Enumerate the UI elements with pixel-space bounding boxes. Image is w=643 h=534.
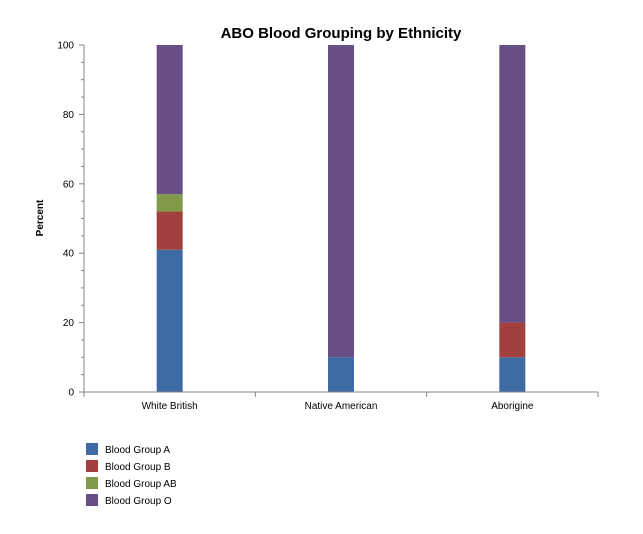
bar-segment bbox=[328, 45, 354, 358]
bar-segment bbox=[328, 357, 354, 392]
chart-title: ABO Blood Grouping by Ethnicity bbox=[221, 25, 462, 42]
bar-segment bbox=[156, 211, 183, 250]
y-tick-label: 40 bbox=[63, 249, 75, 260]
legend-label: Blood Group AB bbox=[105, 479, 177, 490]
bar-segment bbox=[499, 357, 526, 392]
y-tick-label: 80 bbox=[63, 110, 75, 121]
bar-segment bbox=[499, 45, 526, 323]
x-tick-label: White British bbox=[142, 401, 198, 412]
y-tick-label: 100 bbox=[57, 41, 74, 52]
bar-segment bbox=[156, 45, 183, 195]
bar-segment bbox=[156, 249, 183, 392]
legend: Blood Group A Blood Group B Blood Group AB… bbox=[86, 443, 177, 507]
legend-swatch bbox=[86, 460, 98, 472]
legend-label: Blood Group A bbox=[105, 445, 170, 456]
legend-label: Blood Group O bbox=[105, 496, 172, 507]
x-tick-label: Native American bbox=[305, 401, 378, 412]
legend-label: Blood Group B bbox=[105, 462, 171, 473]
axes-layer: 0 20 40 60 80 100 White British Native American… bbox=[57, 41, 599, 412]
x-tick-label: Aborigine bbox=[491, 401, 534, 412]
legend-swatch bbox=[86, 477, 98, 489]
bars-layer bbox=[156, 45, 526, 392]
y-tick-label: 60 bbox=[63, 179, 75, 190]
legend-swatch bbox=[86, 494, 98, 506]
y-tick-label: 0 bbox=[68, 388, 74, 399]
y-axis-title: Percent bbox=[35, 199, 46, 236]
y-tick-label: 20 bbox=[63, 318, 75, 329]
bar-segment bbox=[499, 322, 526, 358]
legend-swatch bbox=[86, 443, 98, 455]
bar-segment bbox=[156, 194, 183, 212]
